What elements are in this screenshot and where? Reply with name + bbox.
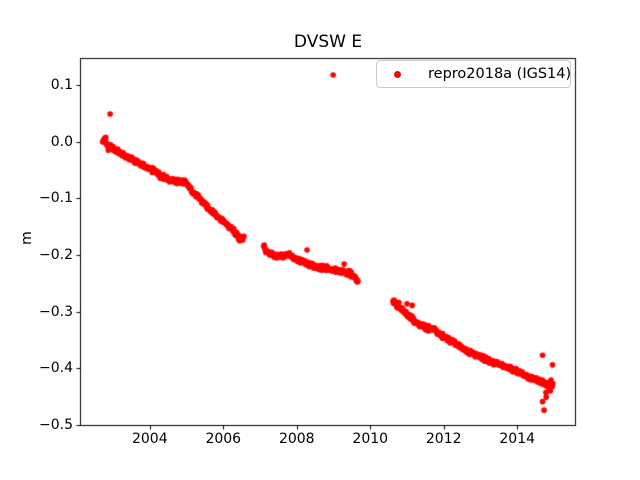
- x-tick-label: 2006: [205, 431, 242, 447]
- y-tick-label: −0.3: [39, 303, 73, 320]
- y-tick-label: 0.0: [50, 133, 73, 150]
- y-tick-label: −0.4: [39, 360, 73, 377]
- x-tick-label: 2004: [131, 431, 168, 447]
- x-tick-label: 2014: [499, 431, 536, 447]
- legend-marker-dot-icon: [394, 70, 401, 78]
- x-tick-label: 2012: [425, 431, 462, 447]
- x-tick-label: 2008: [278, 431, 315, 447]
- y-tick-label: −0.5: [39, 416, 73, 433]
- legend: repro2018a (IGS14): [376, 60, 571, 88]
- chart-title: DVSW E: [293, 32, 363, 52]
- x-tick-label: 2010: [352, 431, 389, 447]
- y-tick-label: 0.1: [50, 77, 73, 94]
- y-tick-label: −0.2: [39, 247, 73, 264]
- y-tick-label: −0.1: [39, 190, 73, 207]
- legend-label: repro2018a (IGS14): [428, 66, 572, 82]
